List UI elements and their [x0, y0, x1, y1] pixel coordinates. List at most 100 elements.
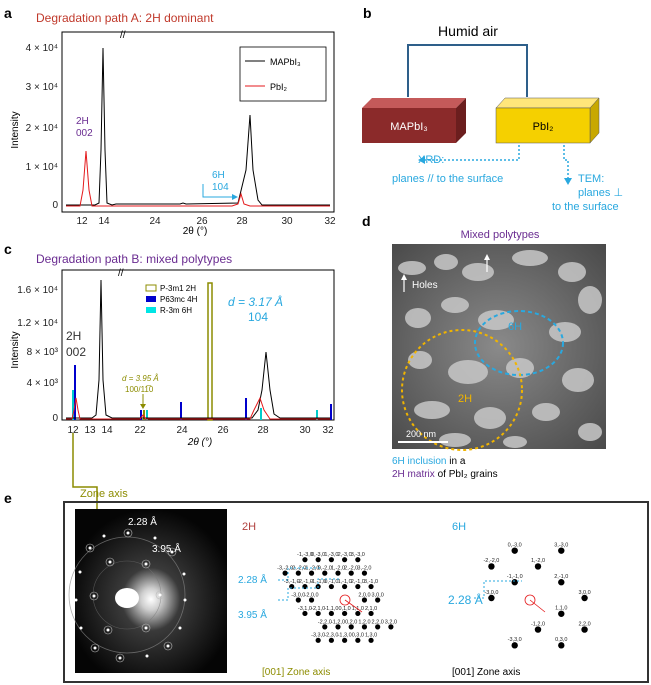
panel-e-2h-spot — [361, 570, 368, 576]
panel-a-letter: a — [4, 5, 12, 21]
panel-a-title: Degradation path A: 2H dominant — [36, 11, 214, 25]
panel-e-2h-spot — [368, 610, 374, 617]
panel-c-xlabel: 2θ (°) — [187, 437, 212, 448]
panel-c-ytick-2: 8 × 10³ — [27, 347, 59, 358]
panel-e-2h-spot-label: -3,-1,0 — [284, 579, 300, 585]
panel-d-label-2h: 2H — [458, 393, 472, 405]
panel-e-2h-spot-label: -3,1,0 — [298, 606, 312, 612]
panel-e-2h-spot — [322, 570, 328, 576]
panel-c-ann-d317: d = 3.17 Å — [228, 294, 283, 309]
panel-b-tem-surface: to the surface — [552, 201, 619, 213]
panel-b-tem-arrow — [563, 145, 569, 178]
panel-e-6h-spot — [558, 610, 565, 617]
panel-b-box1-label: MAPbI₃ — [390, 121, 428, 133]
panel-e-6h-spot-label: -1,2,0 — [531, 621, 545, 627]
panel-d-6h-region — [474, 310, 564, 376]
panel-a-xtick-30: 30 — [281, 216, 293, 227]
panel-c-reference-bars — [72, 282, 332, 421]
panel-e-2h-spot — [308, 570, 315, 576]
panel-a-ann-6h-hkl: 104 — [212, 182, 229, 193]
panel-e-d228-label: 2.28 Å — [128, 515, 157, 528]
panel-c-legend-swatch-4h — [146, 296, 156, 302]
panel-e-2h-spot — [315, 557, 321, 563]
panel-b-title: Humid air — [438, 23, 498, 39]
panel-e-2h-spot — [355, 583, 361, 590]
panel-e-6h-spot-label: 2,-1,0 — [554, 574, 568, 580]
panel-a-ytick-4: 4 × 10⁴ — [26, 43, 58, 54]
panel-e-2h-spot-label: 3,0,0 — [372, 592, 384, 598]
panel-c-ann-d317-hkl: 104 — [248, 310, 268, 324]
panel-c-legend-2h: P-3m1 2H — [160, 284, 196, 293]
panel-b-tem-arrowhead — [564, 178, 572, 185]
panel-e-2h-caption: [001] Zone axis — [262, 667, 330, 678]
panel-a-ann-2h-hkl: 002 — [76, 128, 93, 139]
panel-e-2h-spot-label: -1,-3,0 — [297, 552, 313, 558]
panel-e-2h-spot-label: 0,2,0 — [345, 619, 357, 625]
panel-e-2h-spot — [315, 637, 321, 643]
panel-e-2h-spot-label: -2,-2,0 — [290, 566, 306, 572]
panel-e-6h-arrow-228 — [474, 580, 522, 599]
panel-a-xtick-28: 28 — [236, 216, 248, 227]
panel-c-ylabel: Intensity — [10, 331, 21, 368]
panel-e-2h-vector — [344, 599, 363, 613]
panel-e-2h-spot-label: 0,-1,0 — [324, 579, 338, 585]
panel-e-2h-spot — [315, 610, 321, 617]
panel-e-2h-spot-label: -1,-2,0 — [304, 566, 320, 572]
panel-c-pbi2-curve — [66, 396, 330, 420]
panel-e-6h-spot-label: 1,1,0 — [555, 606, 567, 612]
panel-c-d395-arrowhead — [140, 404, 146, 409]
panel-c-frame — [61, 269, 335, 421]
panel-a-yticks: 0 1 × 10⁴ 2 × 10⁴ 3 × 10⁴ 4 × 10⁴ — [26, 43, 59, 211]
panel-e-2h-spot — [335, 624, 341, 630]
panel-e-2h-spot-label: -3,3,0 — [311, 633, 325, 639]
panel-e-2h-pattern: -3,-2,0-2,-2,0 -1,-3,00,-3,0 -3,-1,0-2,-1,… — [277, 552, 397, 643]
panel-d-2h-region — [401, 329, 523, 451]
panel-e-6h-spot-label: 2,2,0 — [578, 621, 590, 627]
panel-e-6h-spot — [534, 563, 542, 570]
panel-e-6h-spot-label: 0,-3,0 — [508, 542, 522, 548]
panel-c-ann-d395: d = 3.95 Å — [122, 374, 159, 383]
panel-a-xtick-12: 12 — [76, 216, 88, 227]
panel-e-6h-spot — [488, 563, 495, 570]
panel-e-2h-spot-label: 2,1,0 — [365, 606, 377, 612]
panel-d-label-6h: 6H — [508, 321, 522, 333]
panel-a-pbi2-curve — [66, 150, 330, 207]
panel-e-2h-spot — [368, 583, 374, 590]
panel-b-letter: b — [363, 5, 372, 21]
panel-a-xlabel: 2θ (°) — [183, 226, 208, 237]
panel-e-2h-spot-label: 1,-3,0 — [324, 552, 338, 558]
zone-axis-connector — [72, 433, 98, 522]
panel-e-frame — [63, 501, 649, 683]
panel-c-legend-swatch-2h — [145, 284, 157, 292]
panel-a-legend-pbi2: PbI₂ — [270, 82, 288, 92]
panel-e-6h-pattern: -2,-2,0 0,-3,0 -3,0,0 -1,-1,0 1,-2,0 3,-3,0 2,… — [483, 542, 591, 649]
panel-a-legend-mapbi3: MAPbI₃ — [270, 57, 301, 67]
panel-b-pbi2-box: PbI₂ — [495, 97, 600, 144]
panel-e-6h-label: 6H — [452, 521, 466, 533]
panel-c-ytick-4: 1.6 × 10⁴ — [17, 285, 58, 296]
panel-c-xtick-28: 28 — [257, 425, 269, 436]
panel-e-6h-spot-label: 0,3,0 — [555, 637, 567, 643]
panel-b-box2-label: PbI₂ — [533, 121, 554, 133]
panel-e-2h-spot — [308, 597, 315, 603]
panel-e-2h-spot — [295, 597, 301, 603]
panel-e-2h-spot — [342, 557, 348, 563]
panel-e-6h-spot-label: -3,3,0 — [508, 637, 522, 643]
panel-b-mapbi3-box: MAPbI₃ — [362, 98, 466, 143]
panel-e-6h-vector — [529, 599, 546, 613]
panel-c-yticks: 0 4 × 10³ 8 × 10³ 1.2 × 10⁴ 1.6 × 10⁴ — [17, 285, 58, 424]
panel-a-ytick-1: 1 × 10⁴ — [26, 162, 58, 173]
panel-e-6h-spot-label: 1,-2,0 — [531, 558, 545, 564]
panel-e-2h-spot-label: 2,0,0 — [358, 592, 370, 598]
panel-e-2h-spot — [342, 583, 348, 590]
panel-d-caption-line2: 2H matrix of PbI₂ grains — [392, 469, 498, 480]
panel-d-caption-2h: 2H matrix — [392, 469, 435, 480]
panel-e-2h-spot — [328, 637, 334, 643]
panel-c-xticks: 12 13 14 22 24 26 28 30 32 — [67, 425, 334, 436]
panel-e-6h-spot — [534, 626, 542, 633]
panel-b-xrd-arrowhead — [418, 156, 425, 164]
panel-c-ann-2h-hkl: 002 — [66, 345, 86, 359]
panel-e-2h-spot — [295, 570, 301, 576]
panel-a-6h-arrow — [202, 184, 234, 198]
